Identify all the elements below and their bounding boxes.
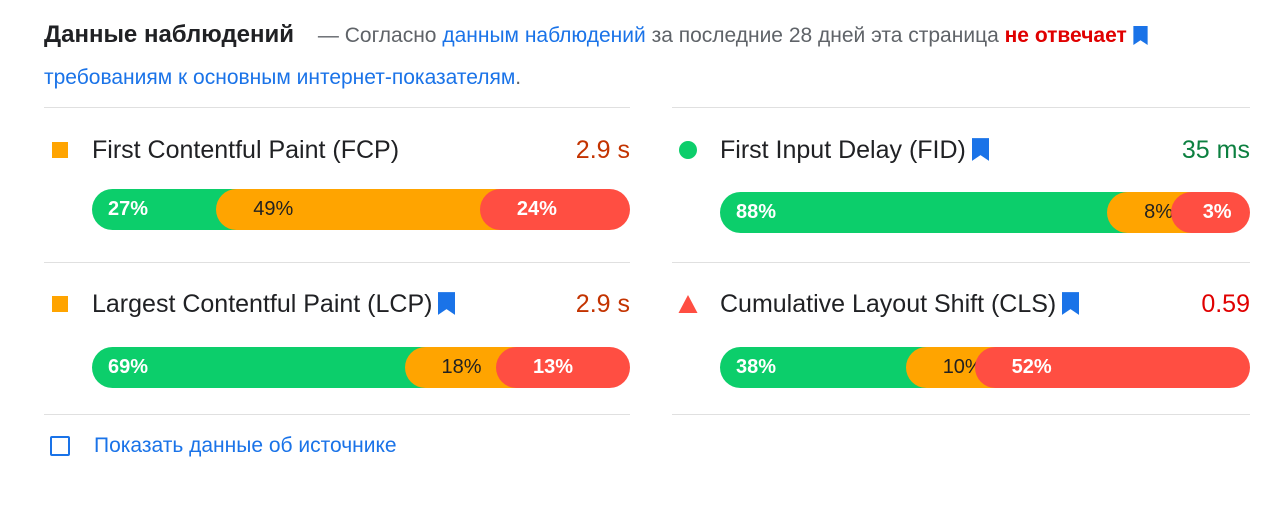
checkbox[interactable] [50, 436, 70, 456]
good-segment: 69% [92, 347, 426, 388]
metric-fid: First Input Delay (FID) 35 ms 88% 8% 3% [672, 134, 1250, 244]
divider [672, 414, 1250, 415]
metric-lcp: Largest Contentful Paint (LCP) 2.9 s 69%… [44, 288, 630, 398]
good-segment: 88% [720, 192, 1129, 233]
assessment-status: не отвечает [1004, 24, 1127, 47]
metric-fcp: First Contentful Paint (FCP) 2.9 s 27% 4… [44, 134, 630, 244]
metric-cls: Cumulative Layout Shift (CLS) 0.59 38% 1… [672, 288, 1250, 398]
poor-segment: 13% [496, 347, 630, 388]
metric-name: Largest Contentful Paint (LCP) [92, 288, 456, 320]
bookmark-icon [971, 137, 989, 161]
distribution-bar: 88% 8% 3% [720, 192, 1250, 233]
field-data-header: Данные наблюдений — Согласно данным набл… [44, 14, 1244, 99]
divider [672, 262, 1250, 263]
metric-value: 2.9 s [575, 136, 630, 164]
distribution-bar: 69% 18% 13% [92, 347, 630, 388]
metric-name: First Contentful Paint (FCP) [92, 136, 400, 164]
field-data-link[interactable]: данным наблюдений [442, 24, 646, 47]
metric-value: 35 ms [1181, 136, 1250, 164]
show-origin-data-toggle[interactable]: Показать данные об источнике [50, 434, 397, 458]
poor-segment: 52% [974, 347, 1250, 388]
good-segment: 27% [92, 189, 238, 230]
bookmark-icon [1062, 291, 1080, 315]
bookmark-icon [438, 291, 456, 315]
metric-name: Cumulative Layout Shift (CLS) [720, 288, 1080, 320]
bookmark-icon [1132, 18, 1148, 45]
distribution-bar: 38% 10% 52% [720, 347, 1250, 388]
average-segment: 49% [216, 189, 501, 230]
section-title: Данные наблюдений [44, 21, 295, 48]
poor-segment: 3% [1170, 192, 1250, 233]
header-text-middle: за последние 28 дней эта страница [651, 24, 999, 47]
metric-name: First Input Delay (FID) [720, 134, 989, 166]
red-triangle-icon [678, 294, 698, 314]
divider [44, 262, 630, 263]
divider [44, 414, 630, 415]
core-web-vitals-link[interactable]: требованиям к основным интернет-показате… [44, 66, 516, 89]
toggle-label[interactable]: Показать данные об источнике [94, 434, 397, 457]
good-segment: 38% [720, 347, 927, 388]
distribution-bar: 27% 49% 24% [92, 189, 630, 230]
header-period: . [515, 66, 522, 89]
header-text-before: Согласно [344, 24, 437, 47]
green-circle-icon [678, 140, 698, 160]
poor-segment: 24% [479, 189, 630, 230]
divider [672, 107, 1250, 108]
header-dash: — [317, 24, 339, 47]
metric-value: 2.9 s [575, 290, 630, 318]
orange-square-icon [50, 294, 70, 314]
metric-value: 0.59 [1201, 290, 1250, 318]
divider [44, 107, 630, 108]
orange-square-icon [50, 140, 70, 160]
